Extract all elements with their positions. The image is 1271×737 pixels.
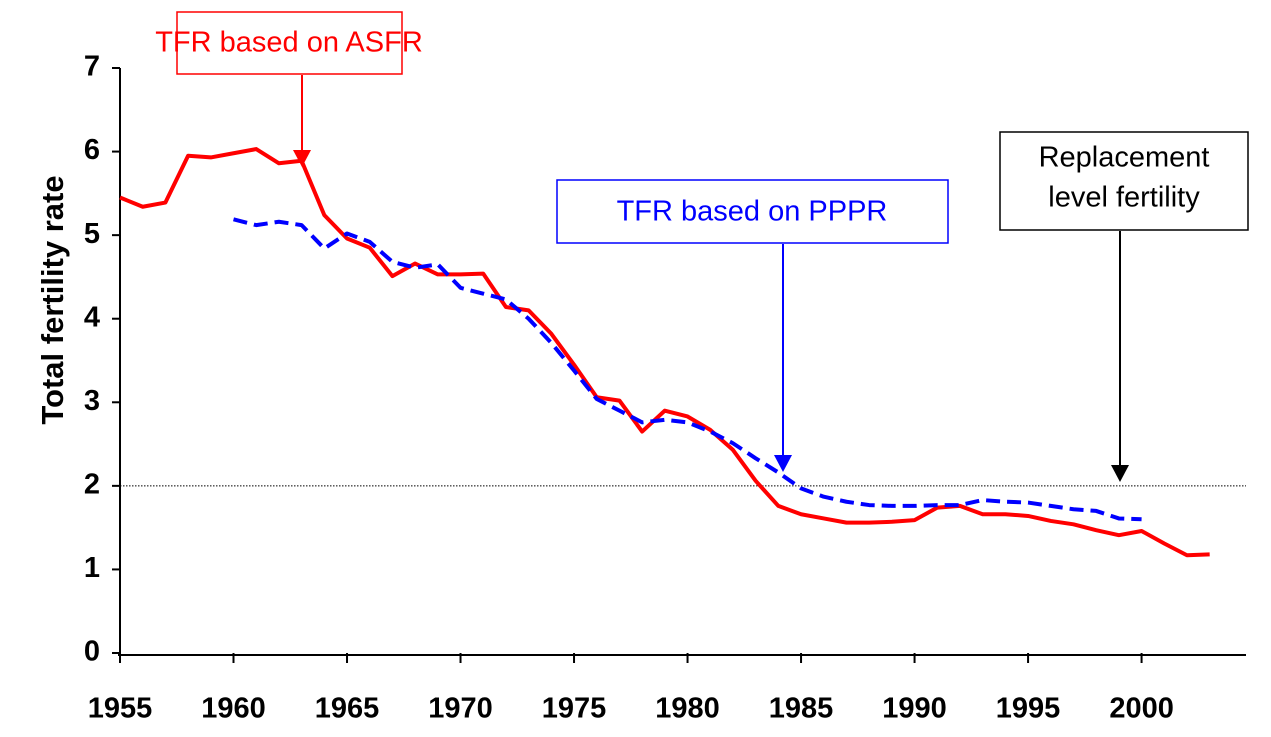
arrow-head xyxy=(774,455,792,472)
annotation-box xyxy=(556,179,949,244)
annotation: TFR based on PPPR xyxy=(617,196,888,228)
y-tick-label: 7 xyxy=(84,51,100,83)
x-tick-label: 1980 xyxy=(655,693,720,725)
x-tick-label: 1995 xyxy=(996,693,1061,725)
arrow-head xyxy=(293,150,311,167)
y-tick-label: 5 xyxy=(84,218,100,250)
y-tick-label: 6 xyxy=(84,134,100,166)
y-tick-label: 3 xyxy=(84,385,100,417)
y-tick-label: 4 xyxy=(84,301,100,333)
annotation-box xyxy=(999,131,1249,231)
arrow-head xyxy=(1111,465,1129,482)
y-tick-label: 1 xyxy=(84,552,100,584)
x-tick-label: 1990 xyxy=(882,693,947,725)
x-tick-label: 1985 xyxy=(769,693,834,725)
series-line xyxy=(233,217,1142,522)
annotation: TFR based on ASFR xyxy=(155,27,423,59)
x-tick-label: 1965 xyxy=(315,693,380,725)
x-tick-label: 1960 xyxy=(201,693,266,725)
y-tick-label: 2 xyxy=(84,469,100,501)
x-tick-label: 1975 xyxy=(542,693,607,725)
y-tick-label: 0 xyxy=(84,636,100,668)
annotation: level fertility xyxy=(1048,182,1200,214)
y-axis-label: Total fertility rate xyxy=(35,175,70,424)
x-tick-label: 2000 xyxy=(1109,693,1174,725)
annotation-box xyxy=(176,11,403,75)
annotation: Replacement xyxy=(1039,142,1210,174)
x-tick-label: 1970 xyxy=(428,693,493,725)
x-tick-label: 1955 xyxy=(88,693,153,725)
